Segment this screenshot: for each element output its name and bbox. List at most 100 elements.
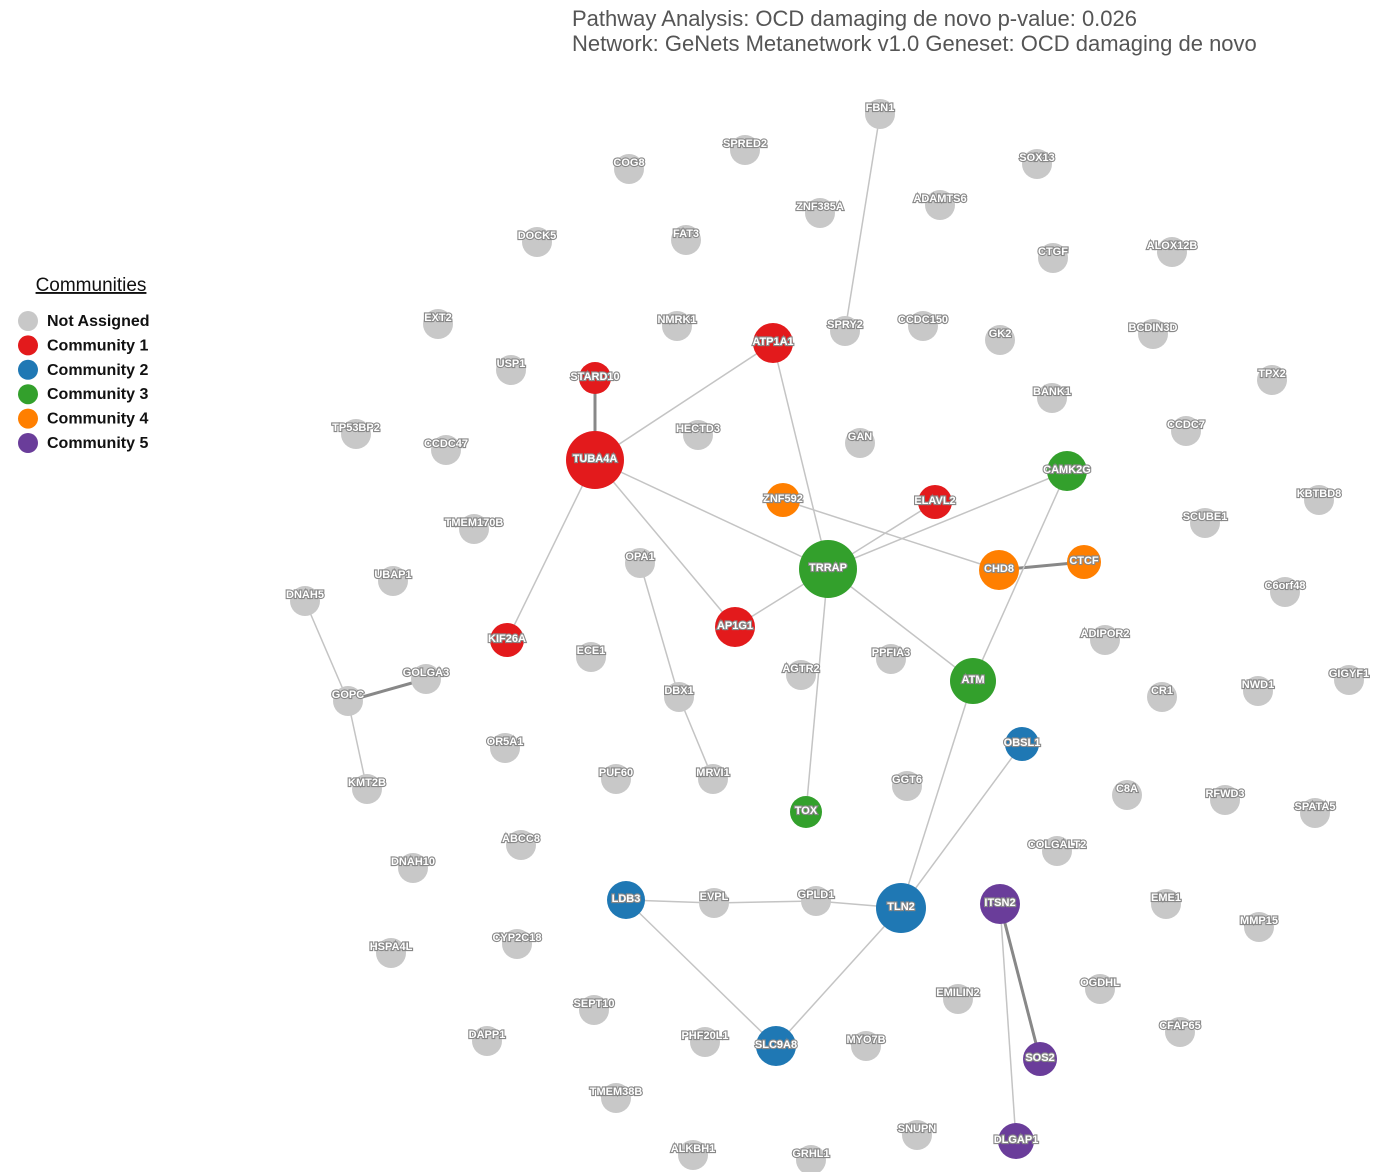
- node[interactable]: MRVI1: [695, 764, 731, 794]
- node[interactable]: PPFIA3: [871, 644, 911, 674]
- node[interactable]: ECE1: [576, 642, 606, 672]
- node-label: TUBA4A: [573, 453, 618, 465]
- node[interactable]: KBTBD8: [1296, 485, 1342, 515]
- node[interactable]: SPATA5: [1293, 798, 1337, 828]
- node[interactable]: EVPL: [699, 888, 730, 918]
- node[interactable]: C6orf48: [1263, 577, 1307, 607]
- node[interactable]: ALOX12B: [1146, 237, 1199, 267]
- node[interactable]: SOS2: [1023, 1042, 1057, 1076]
- node[interactable]: NMRK1: [656, 311, 698, 341]
- node-label: GOPC: [332, 689, 364, 701]
- node[interactable]: CFAP65: [1158, 1017, 1202, 1047]
- node[interactable]: PHF20L1: [680, 1027, 730, 1057]
- node[interactable]: TOX: [790, 796, 822, 828]
- node[interactable]: ZNF592: [762, 483, 804, 517]
- node[interactable]: ATP1A1: [751, 323, 795, 363]
- node[interactable]: TMEM38B: [589, 1083, 643, 1113]
- node-circle: [671, 225, 701, 255]
- node[interactable]: GGT6: [891, 771, 923, 801]
- node[interactable]: SOX13: [1018, 149, 1056, 179]
- node[interactable]: GRHL1: [791, 1145, 831, 1172]
- node[interactable]: GAN: [845, 428, 875, 458]
- node[interactable]: CHD8: [979, 550, 1019, 590]
- node[interactable]: DAPP1: [468, 1026, 506, 1056]
- node-circle: [1171, 416, 1201, 446]
- node[interactable]: EME1: [1150, 889, 1182, 919]
- edge: [594, 459, 829, 570]
- node[interactable]: DNAH5: [285, 586, 325, 616]
- node[interactable]: AGTR2: [781, 660, 821, 690]
- node[interactable]: RFWD3: [1204, 785, 1246, 815]
- node[interactable]: SLC9A8: [754, 1026, 798, 1066]
- node[interactable]: CTCF: [1067, 545, 1101, 579]
- node[interactable]: ADAMTS6: [912, 190, 968, 220]
- node[interactable]: HECTD3: [675, 420, 721, 450]
- node[interactable]: ELAVL2: [913, 485, 957, 519]
- node[interactable]: PUF60: [598, 764, 634, 794]
- node[interactable]: BCDIN3D: [1127, 319, 1179, 349]
- node[interactable]: TP53BP2: [331, 419, 381, 449]
- node[interactable]: GPLD1: [797, 886, 835, 916]
- node-circle: [678, 1140, 708, 1170]
- node[interactable]: COLGALT2: [1027, 836, 1087, 866]
- node[interactable]: EMILIN2: [935, 984, 981, 1014]
- node[interactable]: C8A: [1112, 780, 1142, 810]
- node[interactable]: BANK1: [1032, 383, 1072, 413]
- node[interactable]: FAT3: [671, 225, 701, 255]
- node[interactable]: OBSL1: [1003, 727, 1041, 761]
- node[interactable]: GOLGA3: [402, 664, 450, 694]
- node-label: FBN1: [866, 102, 895, 114]
- node[interactable]: DOCK5: [517, 227, 557, 257]
- node[interactable]: CYP2C18: [491, 929, 543, 959]
- node[interactable]: SEPT10: [572, 995, 616, 1025]
- node[interactable]: ABCC8: [501, 830, 541, 860]
- node[interactable]: STARD10: [569, 362, 621, 394]
- node[interactable]: MYO7B: [845, 1031, 887, 1061]
- node-circle: [683, 420, 713, 450]
- node[interactable]: UBAP1: [373, 566, 413, 596]
- node[interactable]: DLGAP1: [993, 1123, 1039, 1159]
- node[interactable]: TUBA4A: [566, 431, 624, 489]
- node[interactable]: DBX1: [663, 682, 695, 712]
- node[interactable]: MMP15: [1239, 912, 1279, 942]
- node[interactable]: ATM: [950, 658, 996, 704]
- node[interactable]: FBN1: [865, 99, 895, 129]
- node[interactable]: SCUBE1: [1182, 508, 1228, 538]
- node-label: BANK1: [1033, 386, 1071, 398]
- node[interactable]: ITSN2: [980, 884, 1020, 924]
- node[interactable]: TPX2: [1257, 365, 1287, 395]
- node[interactable]: EXT2: [423, 309, 453, 339]
- node[interactable]: CCDC47: [423, 435, 469, 465]
- node[interactable]: OPA1: [624, 548, 656, 578]
- node[interactable]: KIF26A: [487, 623, 527, 657]
- node[interactable]: ADIPOR2: [1079, 625, 1131, 655]
- node[interactable]: GK2: [985, 325, 1015, 355]
- node[interactable]: CR1: [1147, 682, 1177, 712]
- node[interactable]: AP1G1: [715, 607, 755, 647]
- node[interactable]: CCDC7: [1166, 416, 1206, 446]
- node[interactable]: OGDHL: [1079, 974, 1121, 1004]
- node[interactable]: CTGF: [1037, 243, 1069, 273]
- node[interactable]: OR5A1: [486, 733, 524, 763]
- node[interactable]: SNUPN: [897, 1120, 937, 1150]
- node[interactable]: TLN2: [876, 883, 926, 933]
- node[interactable]: CAMK2G: [1042, 451, 1092, 491]
- node[interactable]: TMEM170B: [444, 514, 504, 544]
- node[interactable]: CCDC150: [897, 311, 949, 341]
- node[interactable]: ALKBH1: [670, 1140, 716, 1170]
- node[interactable]: NWD1: [1241, 676, 1275, 706]
- node-circle: [1037, 383, 1067, 413]
- node[interactable]: COG8: [612, 154, 646, 184]
- node-label: UBAP1: [374, 569, 411, 581]
- node[interactable]: SPRED2: [722, 135, 768, 165]
- node[interactable]: ZNF385A: [795, 198, 845, 228]
- node[interactable]: USP1: [496, 355, 526, 385]
- node[interactable]: KMT2B: [347, 774, 387, 804]
- node[interactable]: LDB3: [607, 881, 645, 919]
- node[interactable]: GOPC: [331, 686, 365, 716]
- node[interactable]: DNAH10: [390, 853, 436, 883]
- node[interactable]: GIGYF1: [1328, 665, 1370, 695]
- node[interactable]: HSPA4L: [369, 938, 414, 968]
- node[interactable]: SPRY2: [826, 316, 864, 346]
- node[interactable]: TRRAP: [799, 540, 857, 598]
